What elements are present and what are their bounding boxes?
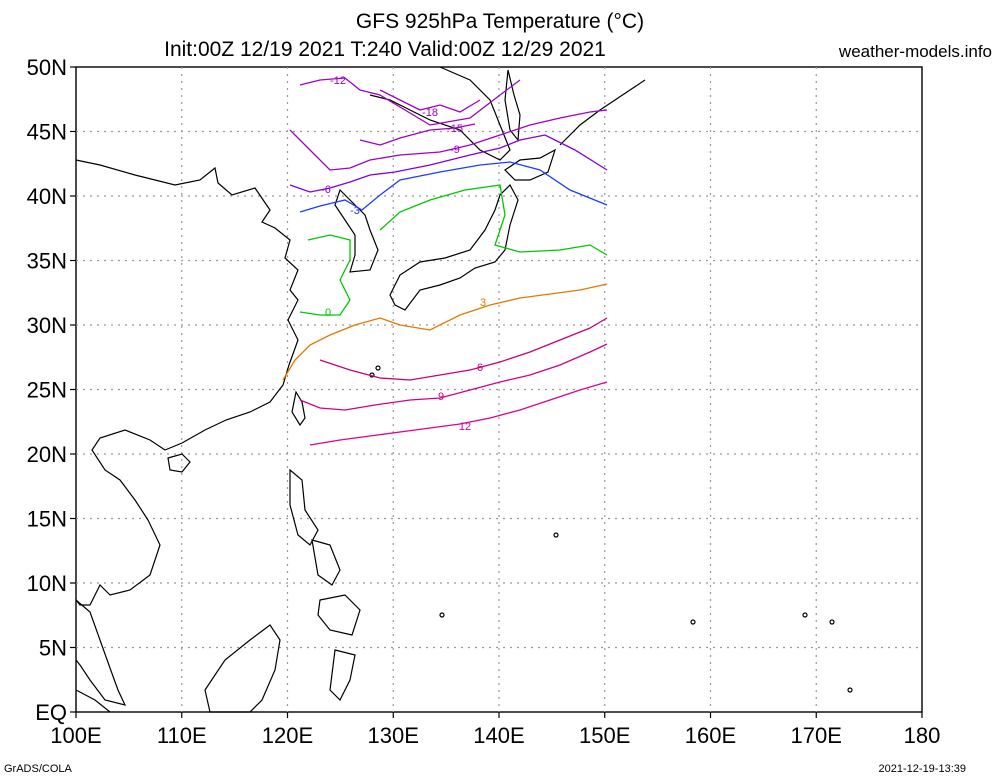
lat-tick-label: 25N [27, 378, 67, 403]
contour-line [309, 381, 608, 446]
footer-timestamp: 2021-12-19-13:39 [878, 763, 966, 775]
contour-label: -15 [447, 123, 463, 135]
longitude-axis: 100E 110E 120E 130E 140E 150E 160E 170E 180 [50, 712, 940, 748]
lon-tick-label: 150E [579, 723, 630, 748]
lat-tick-label: 45N [27, 120, 67, 145]
contour-line [319, 317, 608, 381]
contour-label: -9 [450, 144, 460, 156]
lon-tick-label: 140E [473, 723, 524, 748]
contour-line [289, 134, 608, 193]
contour-label: -18 [422, 107, 438, 119]
contour-line [289, 109, 608, 171]
contour-label: -12 [330, 75, 346, 87]
lat-tick-label: 20N [27, 442, 67, 467]
contour-label: 0 [325, 307, 331, 319]
lon-tick-label: 110E [157, 723, 207, 748]
lat-tick-label: 10N [27, 571, 67, 596]
lat-tick-label: 5N [39, 636, 67, 661]
contour-line [299, 77, 521, 126]
map-subtitle: Init:00Z 12/19 2021 T:240 Valid:00Z 12/2… [164, 38, 606, 61]
contour-line [299, 161, 608, 213]
lon-tick-label: 130E [368, 723, 419, 748]
contour-line [299, 184, 608, 316]
contour-label: 3 [480, 297, 486, 309]
lon-tick-label: 160E [685, 723, 736, 748]
latitude-axis: EQ 5N 10N 15N 20N 25N 30N 35N 40N 45N 50N [27, 55, 76, 725]
coastlines [75, 66, 853, 713]
contour-label: 6 [477, 362, 483, 374]
lon-tick-label: 180 [904, 723, 941, 748]
lon-tick-label: 170E [791, 723, 842, 748]
lon-tick-label: 120E [262, 723, 313, 748]
map-title: GFS 925hPa Temperature (°C) [355, 10, 645, 33]
lon-tick-label: 100E [50, 723, 101, 748]
site-credit: weather-models.info [838, 42, 992, 61]
lat-tick-label: 35N [27, 249, 67, 274]
contour-line [299, 343, 608, 411]
contour-line [379, 89, 481, 113]
lat-tick-label: 40N [27, 184, 67, 209]
lat-tick-label: EQ [35, 700, 67, 725]
contour-label: 12 [459, 421, 471, 433]
contour-label: -6 [321, 184, 331, 196]
contour-line [282, 283, 608, 381]
contour-label: -3 [350, 205, 360, 217]
footer-credit: GrADS/COLA [4, 763, 72, 775]
contour-label: 9 [438, 391, 444, 403]
contour-line [359, 123, 476, 146]
lat-tick-label: 30N [27, 313, 67, 338]
lat-tick-label: 15N [27, 507, 67, 532]
graticule [76, 67, 922, 712]
temperature-contours: -18 -15 -12 -9 -6 -3 0 3 6 9 12 [282, 75, 608, 446]
lat-tick-label: 50N [27, 55, 67, 80]
